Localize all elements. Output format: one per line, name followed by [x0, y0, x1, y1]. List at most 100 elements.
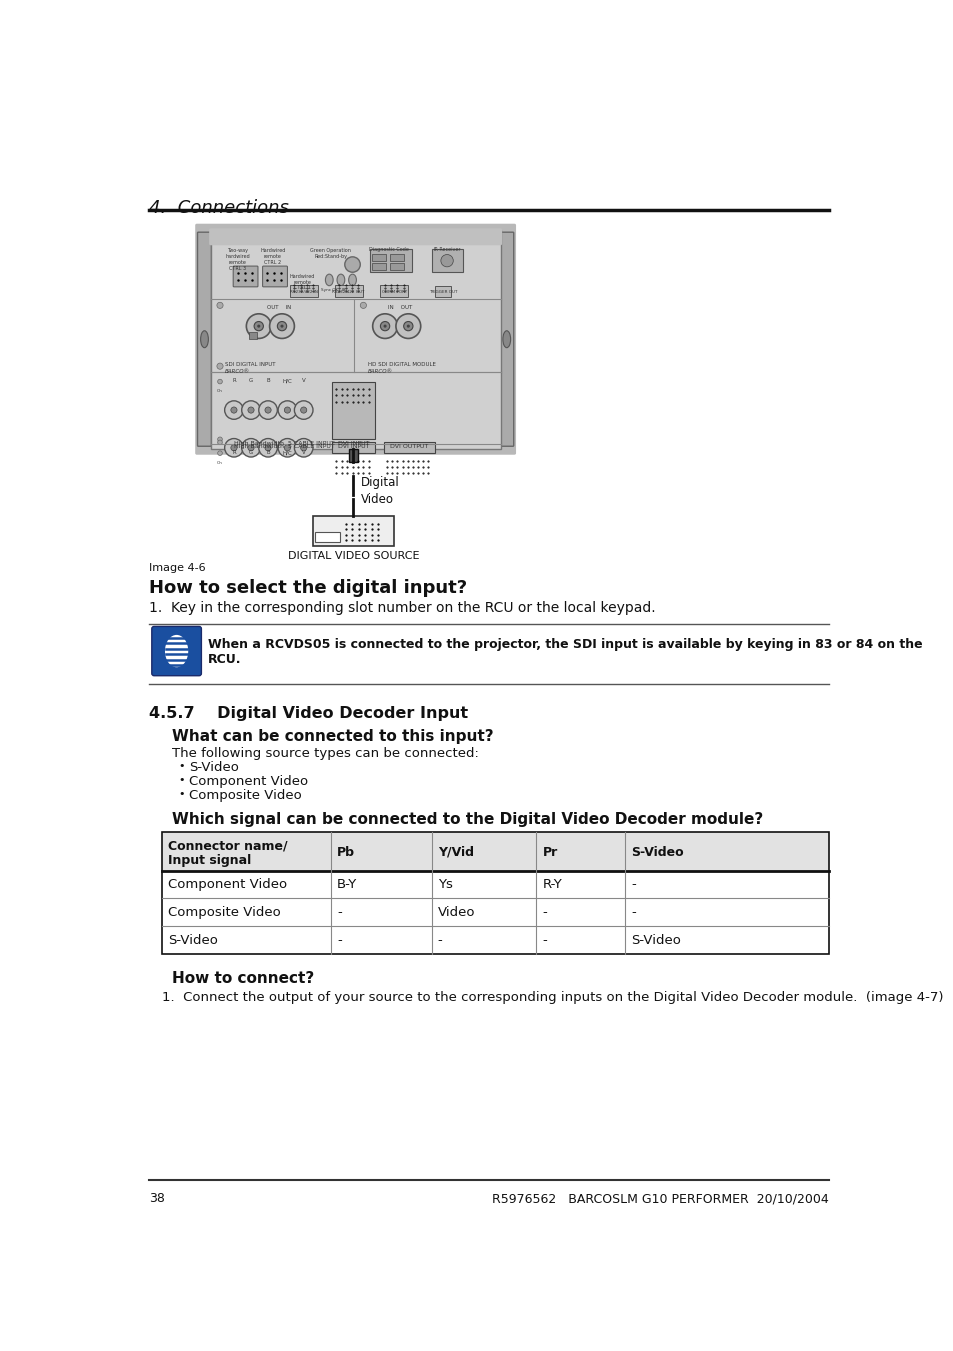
Circle shape — [294, 439, 313, 457]
Text: How to connect?: How to connect? — [172, 970, 314, 986]
Circle shape — [277, 322, 286, 331]
Circle shape — [278, 439, 296, 457]
Text: -: - — [542, 934, 547, 947]
Text: R-Y: R-Y — [542, 878, 561, 892]
Ellipse shape — [200, 331, 208, 347]
Circle shape — [217, 436, 222, 442]
Text: 1.  Key in the corresponding slot number on the RCU or the local keypad.: 1. Key in the corresponding slot number … — [149, 601, 655, 615]
Text: H/C: H/C — [282, 378, 292, 384]
Text: Which signal can be connected to the Digital Video Decoder module?: Which signal can be connected to the Dig… — [172, 812, 762, 827]
Text: Green Operation
Red:Stand-by: Green Operation Red:Stand-by — [310, 249, 351, 259]
Text: Sync OK   IR: Sync OK IR — [320, 288, 345, 292]
Text: 1.  Connect the output of your source to the corresponding inputs on the Digital: 1. Connect the output of your source to … — [162, 990, 943, 1004]
Text: BARCO®: BARCO® — [368, 369, 393, 374]
Text: G: G — [249, 450, 253, 455]
Bar — [384, 442, 435, 453]
Circle shape — [265, 407, 271, 413]
Text: G: G — [249, 378, 253, 384]
Text: The following source types can be connected:: The following source types can be connec… — [172, 747, 478, 761]
Text: Video: Video — [437, 907, 475, 919]
Circle shape — [217, 380, 222, 384]
Ellipse shape — [502, 331, 510, 347]
Ellipse shape — [336, 274, 344, 285]
Circle shape — [380, 322, 390, 331]
Circle shape — [383, 324, 386, 328]
Bar — [211, 230, 500, 449]
FancyBboxPatch shape — [209, 228, 501, 246]
Text: OUT    IN: OUT IN — [267, 305, 291, 311]
Circle shape — [253, 322, 263, 331]
Text: Hardwired
remote
CTRL 1: Hardwired remote CTRL 1 — [289, 274, 314, 290]
Circle shape — [241, 401, 260, 419]
FancyBboxPatch shape — [233, 266, 257, 286]
Text: •: • — [178, 789, 185, 798]
Text: Hardwired
remote
CTRL 2: Hardwired remote CTRL 2 — [260, 249, 285, 265]
Text: •: • — [178, 775, 185, 785]
Text: DIGITAL VIDEO SOURCE: DIGITAL VIDEO SOURCE — [287, 551, 418, 562]
Text: High Bandwidth  5 CABLE INPUT: High Bandwidth 5 CABLE INPUT — [233, 444, 335, 449]
Bar — [380, 285, 408, 297]
Text: Digital
Video: Digital Video — [360, 476, 399, 505]
Bar — [162, 832, 828, 870]
Text: When a RCVDS05 is connected to the projector, the SDI input is available by keyi: When a RCVDS05 is connected to the proje… — [208, 638, 923, 666]
Text: RS232/422 OUT: RS232/422 OUT — [332, 290, 364, 295]
Text: DVI INPUT: DVI INPUT — [337, 440, 369, 446]
Circle shape — [440, 254, 453, 267]
Circle shape — [248, 444, 253, 451]
Text: -: - — [542, 907, 547, 919]
Bar — [335, 285, 362, 297]
Text: HD SDI DIGITAL MODULE: HD SDI DIGITAL MODULE — [368, 362, 436, 367]
Circle shape — [300, 444, 307, 451]
Bar — [332, 381, 375, 439]
FancyBboxPatch shape — [197, 232, 212, 446]
Circle shape — [258, 439, 277, 457]
Circle shape — [224, 401, 243, 419]
Bar — [348, 449, 357, 462]
Text: 4.  Connections: 4. Connections — [149, 199, 288, 218]
Text: B: B — [266, 378, 270, 384]
Bar — [162, 832, 828, 954]
Text: Image 4-6: Image 4-6 — [149, 562, 205, 573]
Text: RS232/422 IN: RS232/422 IN — [290, 290, 317, 295]
Bar — [249, 331, 257, 339]
Circle shape — [278, 401, 296, 419]
Text: B: B — [266, 450, 270, 455]
Circle shape — [373, 313, 397, 339]
Bar — [290, 285, 317, 297]
FancyBboxPatch shape — [499, 232, 513, 446]
Text: S-Video: S-Video — [189, 761, 238, 774]
Circle shape — [216, 363, 223, 369]
Text: -: - — [336, 934, 341, 947]
Text: -: - — [631, 907, 636, 919]
Text: Diagnostic Code: Diagnostic Code — [369, 247, 409, 251]
Circle shape — [217, 440, 222, 444]
Circle shape — [224, 439, 243, 457]
Bar — [435, 286, 451, 297]
Circle shape — [248, 407, 253, 413]
Text: How to select the digital input?: How to select the digital input? — [149, 580, 466, 597]
Circle shape — [360, 303, 366, 308]
Circle shape — [403, 322, 413, 331]
Bar — [369, 249, 412, 273]
Circle shape — [241, 439, 260, 457]
Text: COMM PORT: COMM PORT — [381, 290, 407, 295]
Ellipse shape — [325, 274, 333, 285]
Text: -: - — [631, 878, 636, 892]
Text: R: R — [232, 378, 235, 384]
Text: High Bandwidth  5 CABLE INPUT: High Bandwidth 5 CABLE INPUT — [233, 440, 335, 446]
Text: On: On — [217, 461, 223, 465]
FancyBboxPatch shape — [195, 224, 516, 455]
Text: •: • — [178, 761, 185, 771]
Text: S-Video: S-Video — [631, 934, 680, 947]
Text: H/C: H/C — [282, 450, 292, 455]
Text: R5976562   BARCOSLM G10 PERFORMER  20/10/2004: R5976562 BARCOSLM G10 PERFORMER 20/10/20… — [492, 1193, 828, 1205]
Text: SDI DIGITAL INPUT: SDI DIGITAL INPUT — [224, 362, 274, 367]
Circle shape — [294, 401, 313, 419]
Circle shape — [231, 444, 236, 451]
Circle shape — [257, 324, 260, 328]
Text: B-Y: B-Y — [336, 878, 357, 892]
Text: Connector name/: Connector name/ — [168, 840, 288, 852]
Circle shape — [406, 324, 410, 328]
Text: S-Video: S-Video — [168, 934, 217, 947]
Text: 38: 38 — [149, 1193, 165, 1205]
